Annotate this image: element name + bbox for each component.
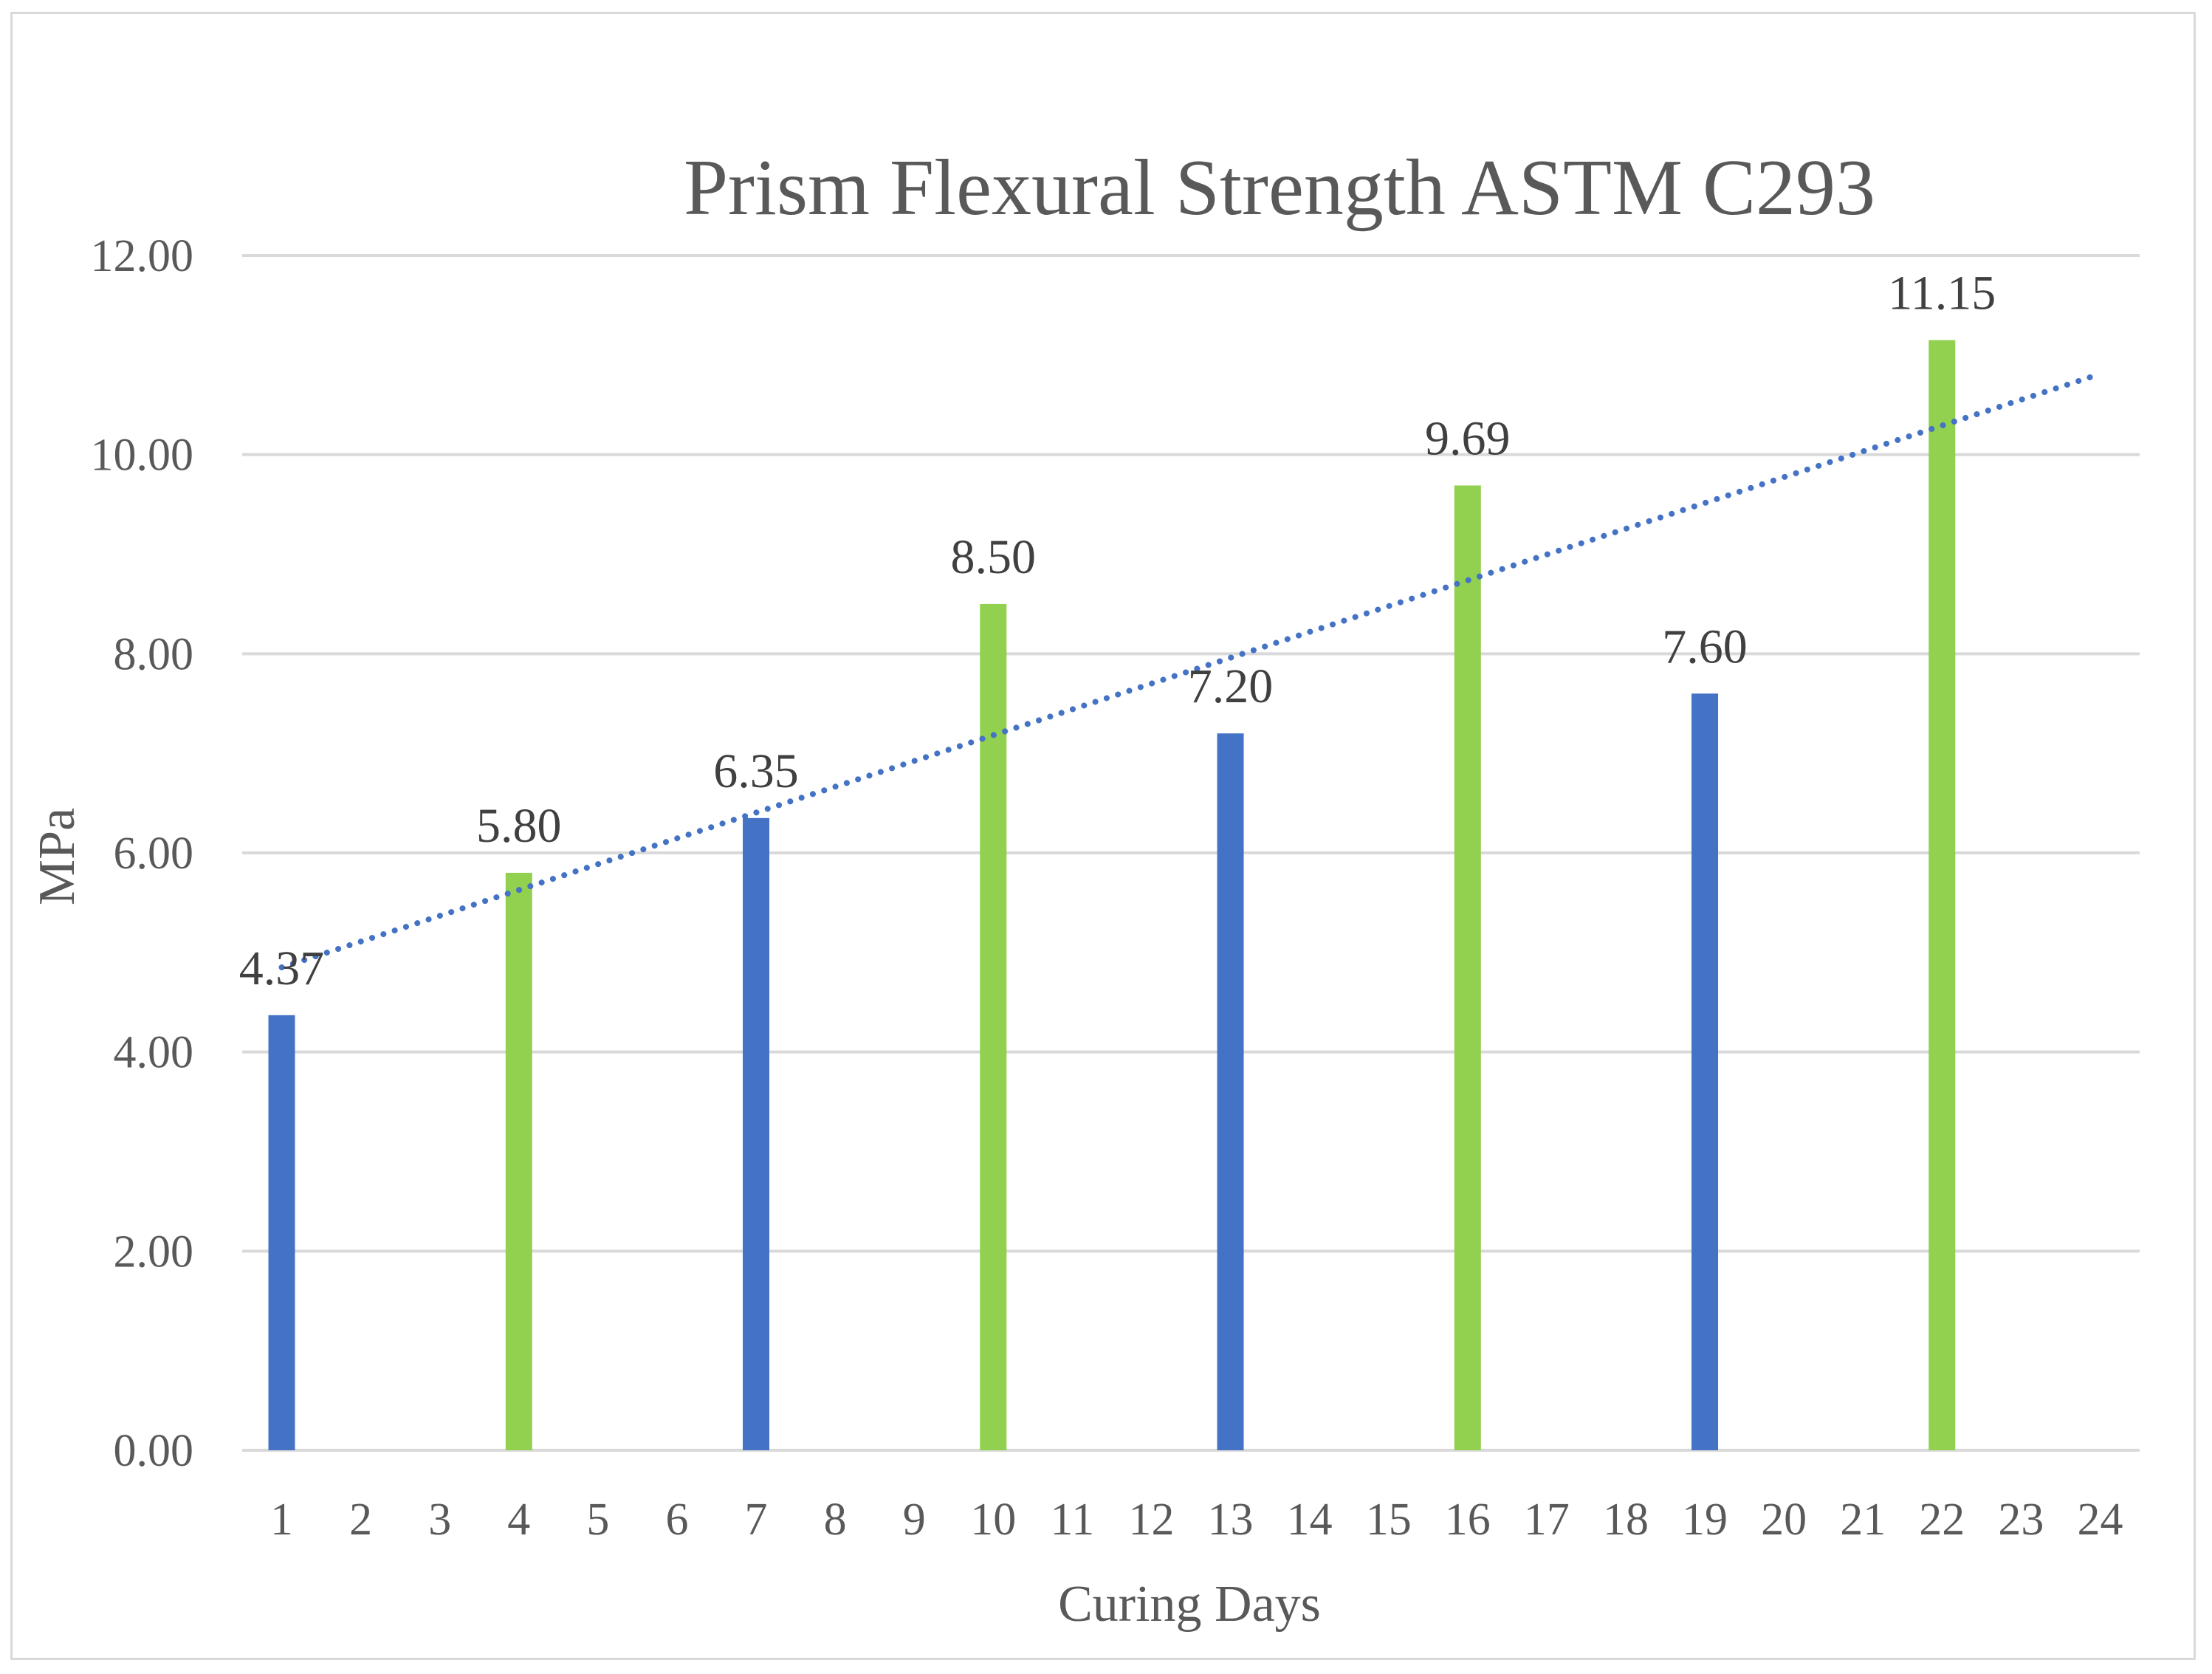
- y-tick-label: 10.00: [91, 430, 194, 481]
- x-tick-label: 15: [1366, 1495, 1412, 1545]
- data-label: 7.20: [1188, 659, 1274, 713]
- data-label: 8.50: [951, 530, 1037, 584]
- x-tick-label: 18: [1603, 1495, 1649, 1545]
- x-tick-label: 22: [1919, 1495, 1965, 1545]
- x-tick-label: 19: [1682, 1495, 1728, 1545]
- y-tick-label: 8.00: [114, 629, 194, 679]
- x-tick-label: 10: [970, 1495, 1016, 1545]
- x-tick-label: 11: [1051, 1495, 1095, 1545]
- x-tick-label: 1: [270, 1495, 293, 1545]
- y-tick-label: 4.00: [114, 1028, 194, 1078]
- trendline: [278, 371, 2103, 971]
- x-tick-label: 23: [1998, 1495, 2044, 1545]
- gridlines: [242, 254, 2140, 1452]
- bar: [1928, 340, 1956, 1450]
- data-label: 5.80: [476, 799, 562, 853]
- x-tick-label: 13: [1208, 1495, 1254, 1545]
- y-tick-label: 2.00: [114, 1227, 194, 1277]
- x-tick-label: 4: [507, 1495, 530, 1545]
- x-tick-label: 20: [1761, 1495, 1807, 1545]
- data-label: 11.15: [1888, 267, 1996, 320]
- x-tick-label: 7: [745, 1495, 768, 1545]
- bars: [268, 340, 1956, 1451]
- bar: [1454, 485, 1481, 1450]
- chart-title: Prism Flexural Strength ASTM C293: [684, 144, 1875, 232]
- x-tick-label: 9: [903, 1495, 926, 1545]
- bar: [1217, 733, 1244, 1450]
- y-tick-label: 6.00: [114, 829, 194, 879]
- y-axis-title: MPa: [29, 808, 86, 905]
- x-tick-label: 3: [428, 1495, 451, 1545]
- data-label: 4.37: [239, 941, 325, 995]
- x-tick-label: 12: [1128, 1495, 1174, 1545]
- x-tick-label: 6: [665, 1495, 688, 1545]
- chart-frame: [10, 12, 2196, 1660]
- bar: [1691, 693, 1719, 1451]
- data-label: 7.60: [1662, 620, 1748, 673]
- y-tick-label: 0.00: [114, 1426, 194, 1476]
- x-axis-title: Curing Days: [1058, 1576, 1321, 1633]
- y-axis-ticks: 0.00 2.00 4.00 6.00 8.00 10.00 12.00: [91, 231, 194, 1476]
- data-labels: 4.37 5.80 6.35 8.50 7.20 9.69 7.60 11.15: [239, 267, 1996, 995]
- trendline-layer: [278, 371, 2103, 971]
- bar: [505, 872, 532, 1450]
- x-tick-label: 14: [1287, 1495, 1333, 1545]
- x-tick-label: 16: [1445, 1495, 1491, 1545]
- y-tick-label: 12.00: [91, 231, 194, 281]
- data-label: 9.69: [1425, 411, 1511, 465]
- bar: [743, 817, 770, 1450]
- bar: [980, 603, 1007, 1450]
- bar: [268, 1015, 295, 1450]
- x-tick-label: 5: [586, 1495, 609, 1545]
- x-axis-ticks: 1 2 3 4 5 6 7 8 9 10 11 12 13 14 15 16 17 18 19 20 21 22 23 24: [270, 1495, 2123, 1545]
- x-tick-label: 2: [349, 1495, 372, 1545]
- x-tick-label: 8: [824, 1495, 847, 1545]
- x-tick-label: 24: [2077, 1495, 2123, 1545]
- data-label: 6.35: [713, 744, 799, 798]
- x-tick-label: 21: [1840, 1495, 1886, 1545]
- x-tick-label: 17: [1524, 1495, 1570, 1545]
